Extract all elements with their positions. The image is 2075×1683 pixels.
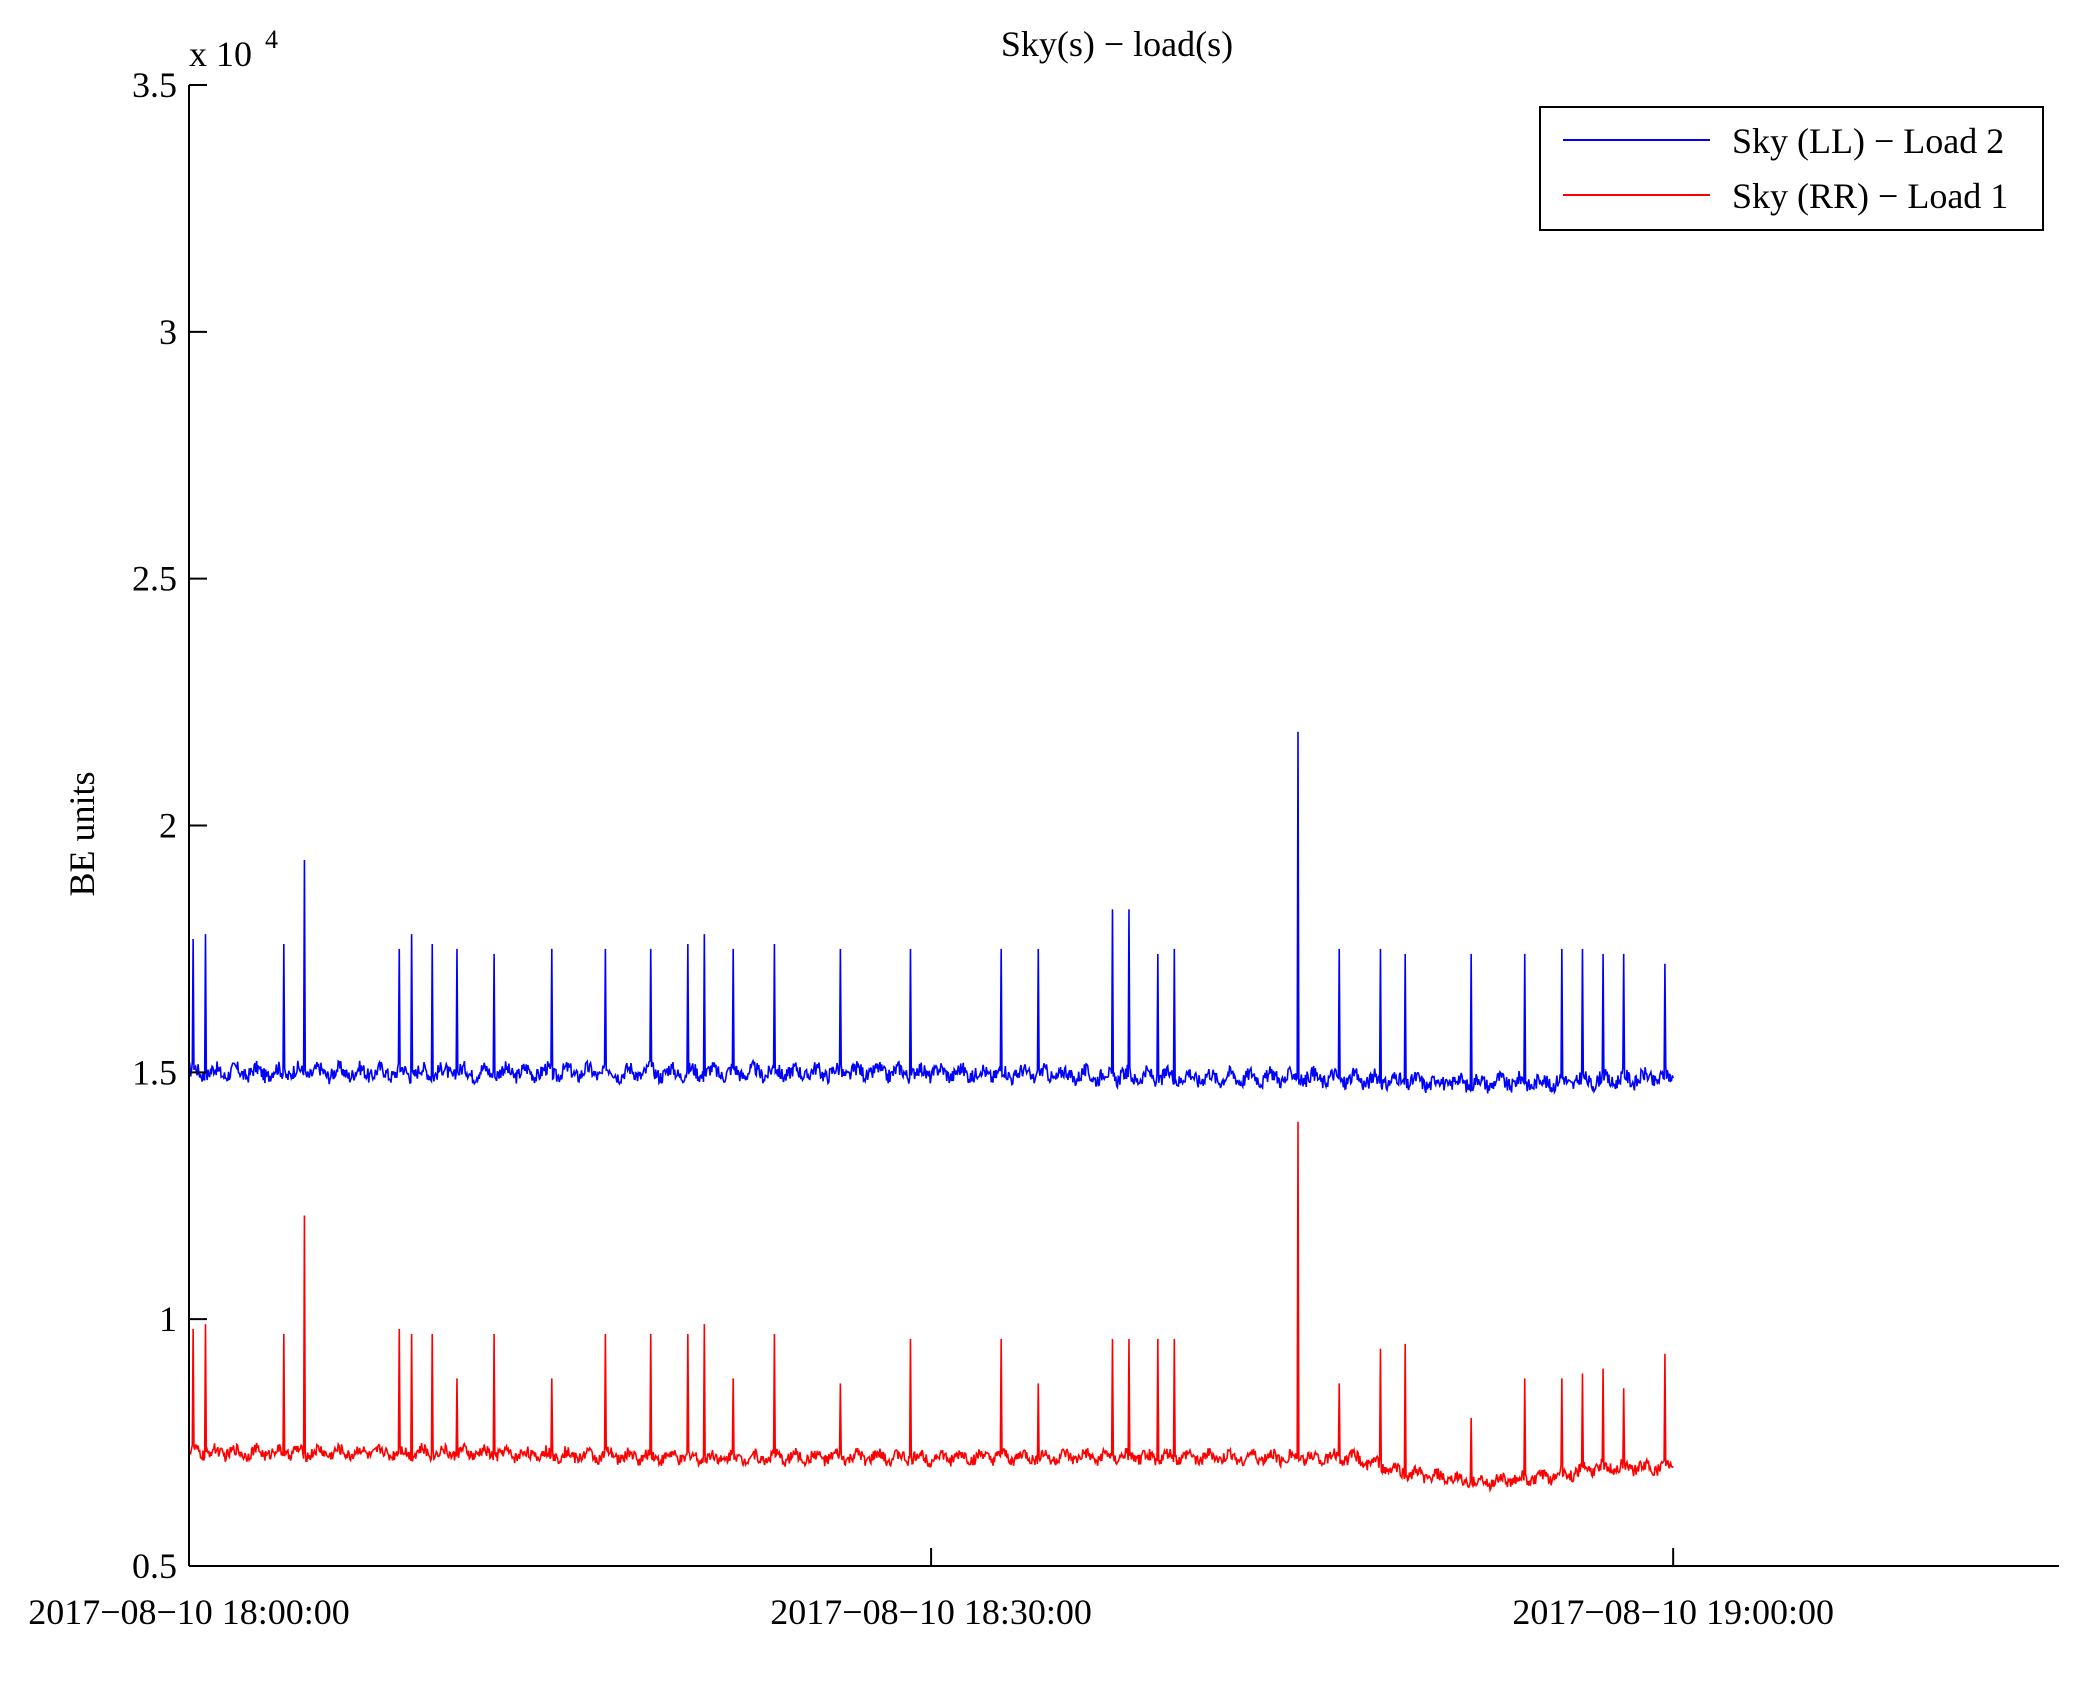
y-tick-label: 1.5: [132, 1052, 177, 1092]
legend-entry: Sky (RR) − Load 1: [1563, 176, 2008, 216]
y-tick-label: 3: [159, 312, 177, 352]
legend-entry: Sky (LL) − Load 2: [1563, 121, 2004, 161]
x-tick-label: 2017−08−10 18:30:00: [770, 1592, 1092, 1632]
y-multiplier-base: x 10: [189, 34, 252, 74]
y-multiplier-exponent: 4: [265, 25, 278, 54]
y-tick-label: 0.5: [132, 1546, 177, 1586]
chart-title: Sky(s) − load(s): [1001, 24, 1233, 64]
legend-label: Sky (RR) − Load 1: [1732, 176, 2008, 216]
legend: Sky (LL) − Load 2 Sky (RR) − Load 1: [1539, 106, 2044, 231]
series-line: [188, 1121, 1674, 1493]
y-tick-label: 3.5: [132, 65, 177, 105]
y-ticks: 0.5 1 1.5 2 2.5 3 3.5: [132, 65, 207, 1586]
y-tick-label: 2.5: [132, 559, 177, 599]
y-axis-label: BE units: [62, 771, 102, 896]
y-tick-label: 1: [159, 1299, 177, 1339]
series-line: [188, 731, 1674, 1095]
series-layer: [188, 731, 1674, 1493]
y-tick-label: 2: [159, 806, 177, 846]
x-tick-label: 2017−08−10 18:00:00: [28, 1592, 350, 1632]
axes: [188, 85, 2059, 1567]
legend-label: Sky (LL) − Load 2: [1732, 121, 2004, 161]
x-ticks: 2017−08−10 18:00:00 2017−08−10 18:30:00 20…: [28, 1548, 1834, 1632]
legend-box: [1539, 106, 2044, 231]
y-multiplier: x 10 4: [189, 25, 278, 74]
x-tick-label: 2017−08−10 19:00:00: [1512, 1592, 1834, 1632]
